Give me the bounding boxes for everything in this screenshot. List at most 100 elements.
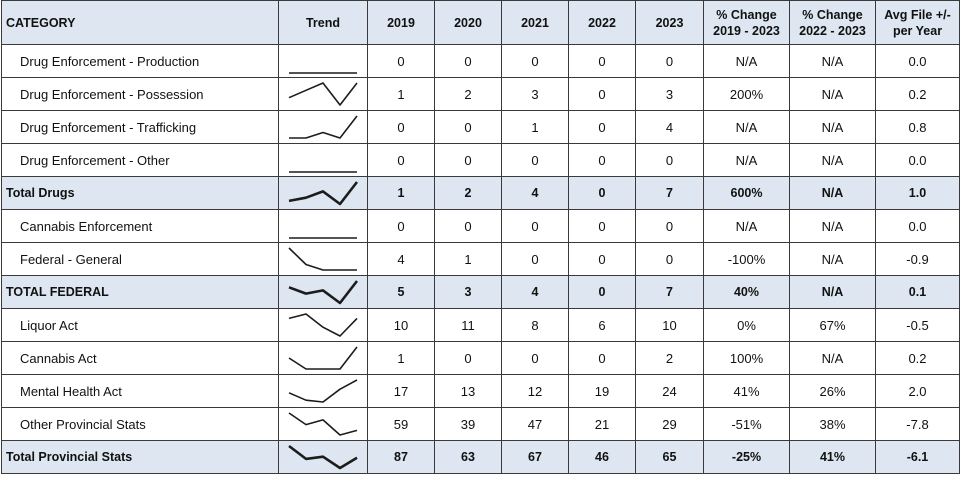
pct-change-2019-2023: 200% [703, 77, 790, 111]
category-cell: Drug Enforcement - Trafficking [1, 110, 279, 144]
header-pct-change-2022-2023: % Change 2022 - 2023 [789, 0, 876, 45]
value-2021: 0 [501, 209, 569, 243]
value-2019: 5 [367, 275, 435, 309]
value-2022: 0 [568, 77, 636, 111]
trend-cell [278, 407, 368, 441]
total-row: Total Drugs 1 2 4 0 7 600% N/A 1.0 [1, 176, 960, 210]
pct-change-2022-2023: 26% [789, 374, 876, 408]
header-pct-change-2022-2023-line2: 2022 - 2023 [799, 23, 866, 38]
pct-change-2022-2023: 67% [789, 308, 876, 342]
trend-line [288, 280, 359, 305]
pct-change-2022-2023: N/A [789, 44, 876, 78]
value-2020: 0 [434, 209, 502, 243]
header-pct-change-2019-2023-line1: % Change [716, 7, 777, 22]
value-2021: 3 [501, 77, 569, 111]
value-2019: 1 [367, 341, 435, 375]
avg-file-per-year: -6.1 [875, 440, 960, 474]
value-2023: 10 [635, 308, 704, 342]
pct-change-2022-2023: N/A [789, 209, 876, 243]
trend-line [288, 181, 359, 206]
trend-cell [278, 77, 368, 111]
pct-change-2019-2023: -25% [703, 440, 790, 474]
value-2023: 0 [635, 143, 704, 177]
value-2021: 0 [501, 143, 569, 177]
avg-file-per-year: 0.0 [875, 44, 960, 78]
value-2020: 11 [434, 308, 502, 342]
pct-change-2022-2023: N/A [789, 242, 876, 276]
pct-change-2022-2023: N/A [789, 143, 876, 177]
table-row: Cannabis Act 1 0 0 0 2 100% N/A 0.2 [1, 341, 960, 375]
value-2023: 4 [635, 110, 704, 144]
avg-file-per-year: -0.9 [875, 242, 960, 276]
value-2023: 7 [635, 275, 704, 309]
pct-change-2019-2023: N/A [703, 143, 790, 177]
value-2020: 2 [434, 176, 502, 210]
header-2023: 2023 [635, 0, 704, 45]
value-2023: 3 [635, 77, 704, 111]
header-avg-line1: Avg File +/- [884, 7, 951, 22]
value-2021: 0 [501, 341, 569, 375]
value-2022: 0 [568, 44, 636, 78]
trend-sparkline [288, 247, 357, 271]
value-2022: 6 [568, 308, 636, 342]
value-2021: 0 [501, 242, 569, 276]
value-2021: 47 [501, 407, 569, 441]
value-2020: 13 [434, 374, 502, 408]
trend-cell [278, 242, 368, 276]
pct-change-2019-2023: N/A [703, 44, 790, 78]
category-cell: Total Drugs [1, 176, 279, 210]
pct-change-2019-2023: -51% [703, 407, 790, 441]
avg-file-per-year: 0.8 [875, 110, 960, 144]
trend-sparkline [288, 280, 359, 305]
value-2020: 39 [434, 407, 502, 441]
trend-line [288, 313, 358, 337]
value-2019: 17 [367, 374, 435, 408]
value-2019: 10 [367, 308, 435, 342]
header-pct-change-2019-2023-line2: 2019 - 2023 [713, 23, 780, 38]
value-2019: 0 [367, 110, 435, 144]
avg-file-per-year: 0.0 [875, 209, 960, 243]
category-cell: Federal - General [1, 242, 279, 276]
value-2020: 0 [434, 44, 502, 78]
pct-change-2019-2023: 41% [703, 374, 790, 408]
value-2020: 0 [434, 341, 502, 375]
trend-cell [278, 44, 368, 78]
value-2021: 1 [501, 110, 569, 144]
header-2020: 2020 [434, 0, 502, 45]
pct-change-2022-2023: N/A [789, 341, 876, 375]
value-2019: 4 [367, 242, 435, 276]
category-cell: Liquor Act [1, 308, 279, 342]
trend-line [288, 444, 358, 470]
header-2021: 2021 [501, 0, 569, 45]
pct-change-2022-2023: N/A [789, 77, 876, 111]
value-2023: 0 [635, 209, 704, 243]
trend-line [289, 115, 358, 139]
total-row: Total Provincial Stats 87 63 67 46 65 -25% 41% -… [1, 440, 960, 474]
trend-line [288, 412, 358, 436]
header-2019: 2019 [367, 0, 435, 45]
value-2020: 3 [434, 275, 502, 309]
value-2021: 0 [501, 44, 569, 78]
trend-line [288, 82, 358, 106]
pct-change-2019-2023: 0% [703, 308, 790, 342]
avg-file-per-year: -0.5 [875, 308, 960, 342]
table-row: Other Provincial Stats 59 39 47 21 29 -51% 38% -… [1, 407, 960, 441]
avg-file-per-year: 0.1 [875, 275, 960, 309]
value-2021: 8 [501, 308, 569, 342]
table-row: Federal - General 4 1 0 0 0 -100% N/A -0.9 [1, 242, 960, 276]
table-row: Drug Enforcement - Trafficking 0 0 1 0 4 N/A N/… [1, 110, 960, 144]
value-2021: 67 [501, 440, 569, 474]
table-row: Liquor Act 10 11 8 6 10 0% 67% -0.5 [1, 308, 960, 342]
value-2020: 0 [434, 110, 502, 144]
value-2022: 0 [568, 110, 636, 144]
avg-file-per-year: 0.2 [875, 77, 960, 111]
trend-cell [278, 275, 368, 309]
category-cell: Mental Health Act [1, 374, 279, 408]
trend-cell [278, 341, 368, 375]
trend-sparkline [288, 379, 358, 403]
header-avg-file-per-year: Avg File +/- per Year [875, 0, 960, 45]
table-row: Drug Enforcement - Possession 1 2 3 0 3 200% N/… [1, 77, 960, 111]
value-2023: 65 [635, 440, 704, 474]
table-row: Mental Health Act 17 13 12 19 24 41% 26% 2.0 [1, 374, 960, 408]
